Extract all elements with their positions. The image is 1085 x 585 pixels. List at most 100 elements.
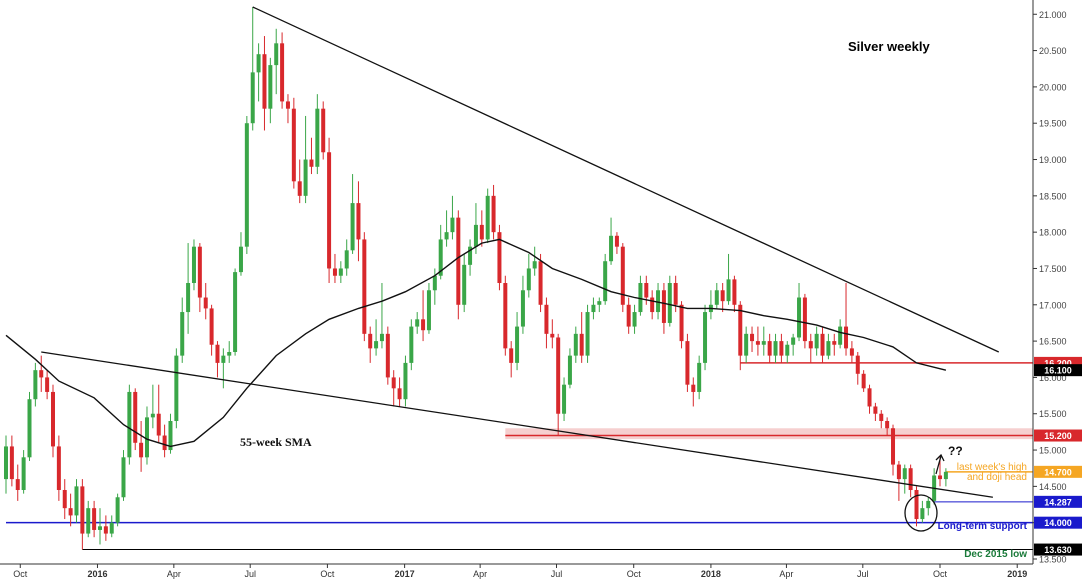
candle-body xyxy=(791,337,796,345)
candle-body xyxy=(479,224,484,240)
x-tick-label: Apr xyxy=(779,569,793,579)
drawing-layer xyxy=(904,453,945,532)
candle-body xyxy=(444,232,449,240)
candle-body xyxy=(303,159,308,196)
x-tick-label: 2017 xyxy=(395,569,415,579)
x-tick-label: Jul xyxy=(244,569,256,579)
candle-body xyxy=(656,290,661,313)
candle-body xyxy=(644,283,649,298)
candle-body xyxy=(92,508,97,530)
candle-body xyxy=(873,406,878,414)
candle-body xyxy=(403,362,408,400)
candle-body xyxy=(421,319,426,331)
candle-body xyxy=(285,101,290,109)
price-tag xyxy=(1034,495,1082,508)
candle-body xyxy=(103,526,108,534)
y-tick-label: 20.500 xyxy=(1039,46,1067,56)
x-tick-label: Oct xyxy=(13,569,28,579)
y-tick-label: 15.000 xyxy=(1039,446,1067,456)
candles-layer xyxy=(4,7,948,550)
candle-body xyxy=(186,283,191,313)
candle-body xyxy=(720,290,725,302)
candle-body xyxy=(943,471,948,480)
candle-body xyxy=(233,272,238,352)
candle-body xyxy=(626,304,631,327)
candle-body xyxy=(33,370,38,400)
doji-label-line2: and doji head xyxy=(967,472,1027,483)
candle-body xyxy=(714,290,719,305)
candle-body xyxy=(74,486,79,516)
x-tick-label: 2019 xyxy=(1007,569,1027,579)
candle-body xyxy=(585,312,590,356)
candle-body xyxy=(603,261,608,302)
candle-body xyxy=(203,297,208,309)
y-tick-label: 19.500 xyxy=(1039,119,1067,129)
sma-label: 55-week SMA xyxy=(240,435,312,449)
candle-body xyxy=(45,377,50,392)
candle-body xyxy=(139,442,144,458)
candle-body xyxy=(532,261,537,269)
candle-body xyxy=(732,279,737,305)
candle-body xyxy=(121,457,126,498)
candle-body xyxy=(597,301,602,305)
lower-trendline xyxy=(41,351,993,498)
candle-body xyxy=(562,384,567,414)
candle-body xyxy=(679,304,684,342)
candle-body xyxy=(327,152,332,269)
candle-body xyxy=(385,333,390,378)
candle-body xyxy=(685,341,690,385)
candle-body xyxy=(244,123,249,247)
candle-body xyxy=(15,479,20,490)
x-tick-label: 2016 xyxy=(87,569,107,579)
candle-body xyxy=(274,43,279,66)
candle-body xyxy=(168,421,173,451)
candle-body xyxy=(197,246,202,298)
candle-body xyxy=(802,297,807,342)
candle-body xyxy=(844,326,849,349)
breakout-arrow xyxy=(935,455,942,475)
candle-body xyxy=(703,312,708,363)
candle-body xyxy=(738,304,743,356)
y-tick-label: 19.000 xyxy=(1039,155,1067,165)
candle-body xyxy=(515,326,520,363)
candle-body xyxy=(268,65,273,109)
candle-body xyxy=(485,195,490,240)
candle-body xyxy=(150,413,155,418)
price-tag-label: 13.630 xyxy=(1044,545,1072,555)
x-axis: Oct 2016 Apr Jul Oct 2017 Apr Jul Oct 2018 Apr Jul O… xyxy=(13,564,1027,579)
x-tick-label: Jul xyxy=(551,569,563,579)
price-tag-label: 14.287 xyxy=(1044,497,1072,507)
breakout-arrow-head xyxy=(935,453,945,462)
upper-trendline xyxy=(252,6,1000,353)
candle-body xyxy=(808,341,813,349)
y-tick-label: 18.500 xyxy=(1039,191,1067,201)
candle-body xyxy=(379,333,384,342)
price-tag-label: 14.000 xyxy=(1044,518,1072,528)
candle-body xyxy=(109,522,114,534)
candle-body xyxy=(221,355,226,363)
candle-body xyxy=(50,391,55,447)
y-tick-label: 15.500 xyxy=(1039,409,1067,419)
chart-title: Silver weekly xyxy=(848,39,930,54)
candle-body xyxy=(191,246,196,283)
candle-body xyxy=(497,232,502,283)
trendlines-layer xyxy=(41,6,1000,498)
candle-body xyxy=(556,337,561,414)
candle-body xyxy=(127,391,132,458)
candle-body xyxy=(920,508,925,520)
candle-body xyxy=(362,239,367,334)
candle-body xyxy=(291,108,296,182)
sma-layer xyxy=(5,238,947,448)
candle-body xyxy=(820,333,825,356)
candle-body xyxy=(826,341,831,356)
candle-body xyxy=(838,326,843,345)
candle-body xyxy=(750,333,755,342)
levels-layer xyxy=(6,362,1033,551)
y-axis: 13.50014.00014.50015.00015.50016.00016.5… xyxy=(0,0,1067,565)
annotations-layer: Silver weekly 55-week SMA ?? last week's… xyxy=(240,39,1028,560)
candle-body xyxy=(97,526,102,530)
candle-body xyxy=(68,508,73,516)
candle-body xyxy=(609,235,614,262)
candle-body xyxy=(896,464,901,480)
